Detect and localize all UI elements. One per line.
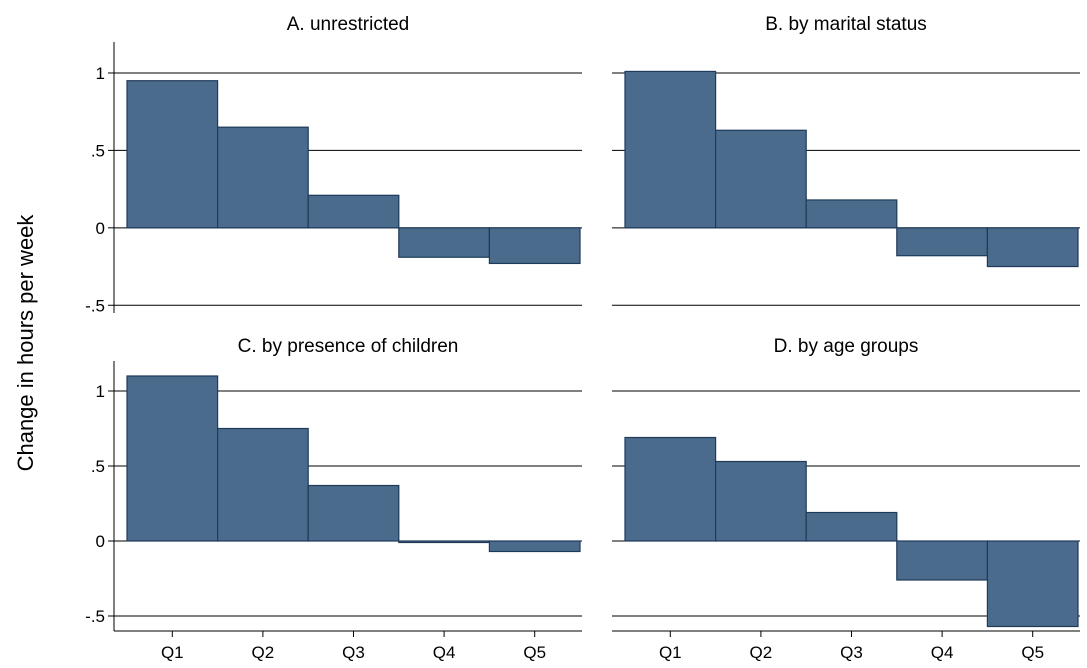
bar-q5 [986,227,1079,268]
x-tick-label: Q2 [252,643,275,662]
y-tick-label: .5 [91,457,105,476]
panel-title: B. by marital status [765,14,927,35]
y-tick-label: -.5 [85,296,105,315]
x-tick-label: Q4 [433,643,456,662]
y-axis-label: Change in hours per week [13,214,38,472]
panel-a: A. unrestricted 1 .5 0 -.5 [85,14,582,315]
bar-q3 [307,484,400,542]
bar-q5 [488,540,581,553]
panel-title: D. by age groups [774,336,919,357]
y-tick-label: 1 [96,382,105,401]
panel-title: C. by presence of children [238,336,459,357]
x-tick-label: Q3 [840,643,863,662]
y-tick-label: .5 [91,141,105,160]
bar-q2 [217,427,309,542]
bar-q3 [805,199,898,229]
x-tick-label: Q3 [342,643,365,662]
bar-q1 [624,436,717,542]
y-tick-label: 1 [96,64,105,83]
panel-d: D. by age groups Q1 Q2 Q3 Q4 Q5 [612,336,1080,662]
bar-q3 [805,511,898,542]
panel-b: B. by marital status [612,14,1080,306]
panel-title: A. unrestricted [287,14,410,35]
bar-q5 [488,227,581,265]
x-tick-label: Q2 [750,643,773,662]
y-tick-label: 0 [96,219,105,238]
bar-q2 [714,460,807,542]
x-tick-label: Q5 [1021,643,1044,662]
x-tick-label: Q1 [659,643,682,662]
bar-q4 [398,227,490,258]
x-tick-label: Q5 [523,643,546,662]
bar-q2 [714,129,807,229]
bar-q1 [126,375,219,542]
panel-c: C. by presence of children 1 .5 0 -.5 Q1 Q2 Q3 Q… [85,336,582,662]
bar-q1 [126,80,219,229]
y-tick-label: 0 [96,532,105,551]
bar-q4 [896,227,988,257]
bar-q4 [398,540,490,544]
x-tick-label: Q4 [931,643,954,662]
bar-q5 [986,540,1079,628]
bar-q2 [217,126,309,229]
bar-q1 [624,70,717,229]
x-tick-label: Q1 [161,643,184,662]
bar-q4 [896,540,988,581]
y-tick-label: -.5 [85,607,105,626]
bar-q3 [307,194,400,229]
